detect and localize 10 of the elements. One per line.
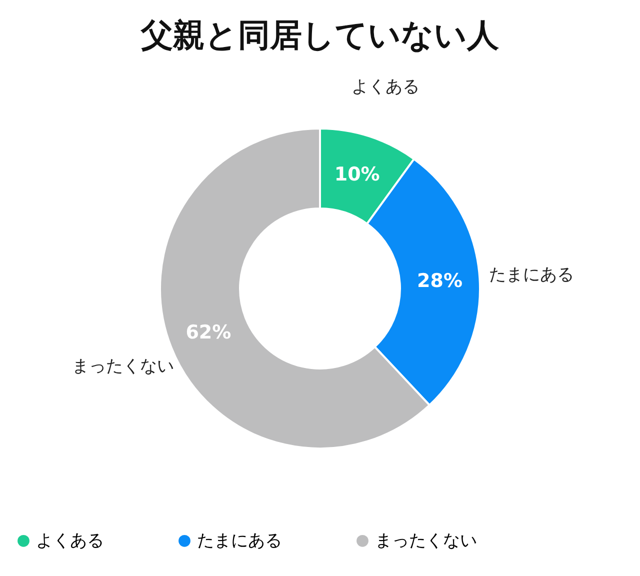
data-label: 28% <box>417 270 463 292</box>
legend-label: まったくない <box>375 530 477 551</box>
data-label: 62% <box>186 322 232 344</box>
slice-label: まったくない <box>72 356 174 377</box>
chart-title: 父親と同居していない人 <box>140 16 500 54</box>
data-label: 10% <box>334 163 380 186</box>
slice-label: よくある <box>352 76 420 97</box>
legend-label: たまにある <box>197 530 282 551</box>
slice-label: たまにある <box>489 265 574 286</box>
legend-label: よくある <box>36 530 104 551</box>
